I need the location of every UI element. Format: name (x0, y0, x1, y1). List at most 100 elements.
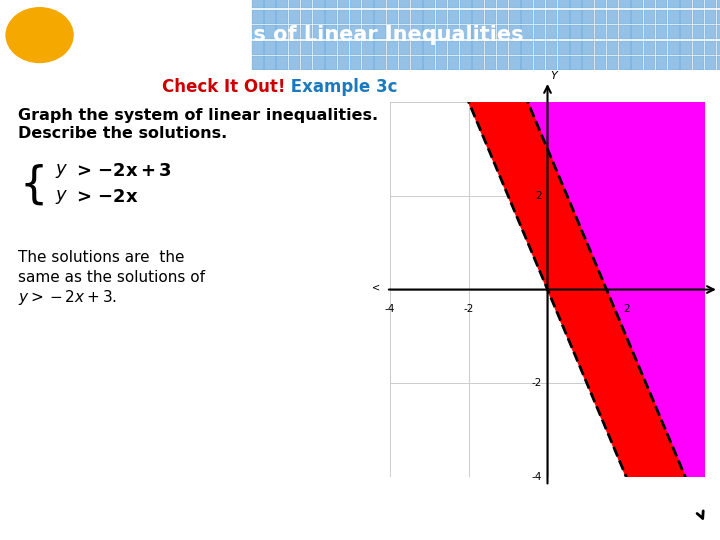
Bar (644, 10, 655, 24)
Bar (460, 25, 472, 39)
Bar (301, 56, 312, 70)
Bar (497, 56, 508, 70)
Text: $y$: $y$ (55, 188, 68, 206)
Bar (313, 25, 325, 39)
Bar (264, 0, 276, 9)
Bar (693, 10, 704, 24)
Bar (595, 40, 606, 55)
Bar (362, 25, 374, 39)
Bar (301, 25, 312, 39)
Bar (607, 10, 618, 24)
Bar (534, 10, 545, 24)
Bar (521, 40, 533, 55)
Bar (289, 10, 300, 24)
Bar (374, 25, 386, 39)
Bar (521, 56, 533, 70)
Bar (399, 56, 410, 70)
Bar (276, 0, 288, 9)
Bar (521, 25, 533, 39)
Bar (582, 0, 594, 9)
Bar (534, 0, 545, 9)
Bar (668, 56, 680, 70)
Bar (595, 10, 606, 24)
Text: Example 3c: Example 3c (285, 78, 397, 96)
Text: > $\mathbf{-2x}$: > $\mathbf{-2x}$ (70, 188, 138, 206)
Bar (387, 56, 398, 70)
Bar (717, 56, 720, 70)
Bar (301, 10, 312, 24)
Bar (448, 40, 459, 55)
Bar (644, 56, 655, 70)
Bar (570, 25, 582, 39)
Bar (570, 10, 582, 24)
Text: -2: -2 (531, 378, 541, 388)
Bar (362, 40, 374, 55)
Bar (436, 25, 447, 39)
Bar (485, 25, 496, 39)
Bar (374, 56, 386, 70)
Bar (264, 25, 276, 39)
Bar (607, 25, 618, 39)
Bar (509, 0, 521, 9)
Bar (497, 10, 508, 24)
Bar (595, 56, 606, 70)
Bar (423, 0, 435, 9)
Text: $y$: $y$ (55, 162, 68, 180)
Bar (619, 25, 631, 39)
Bar (607, 0, 618, 9)
Bar (313, 56, 325, 70)
Bar (460, 40, 472, 55)
Bar (485, 10, 496, 24)
Bar (325, 10, 337, 24)
Bar (399, 0, 410, 9)
Bar (485, 0, 496, 9)
Bar (460, 10, 472, 24)
Bar (387, 0, 398, 9)
Bar (668, 25, 680, 39)
Bar (374, 0, 386, 9)
Bar (619, 0, 631, 9)
Bar (497, 25, 508, 39)
Bar (534, 56, 545, 70)
Bar (436, 10, 447, 24)
Bar (693, 0, 704, 9)
Bar (717, 25, 720, 39)
Bar (656, 56, 667, 70)
Bar (631, 0, 643, 9)
Bar (338, 25, 349, 39)
Bar (289, 56, 300, 70)
Text: > $\mathbf{-2x + 3}$: > $\mathbf{-2x + 3}$ (70, 162, 172, 180)
Bar (595, 25, 606, 39)
Bar (325, 0, 337, 9)
Bar (472, 0, 484, 9)
Bar (460, 0, 472, 9)
Bar (582, 10, 594, 24)
Bar (252, 10, 264, 24)
Bar (582, 25, 594, 39)
Text: -2: -2 (464, 303, 474, 314)
Bar (607, 56, 618, 70)
Bar (485, 40, 496, 55)
Bar (546, 0, 557, 9)
Bar (350, 40, 361, 55)
Bar (570, 40, 582, 55)
Bar (521, 10, 533, 24)
Bar (558, 56, 570, 70)
Bar (436, 40, 447, 55)
Text: same as the solutions of: same as the solutions of (18, 269, 205, 285)
Bar (705, 0, 716, 9)
Bar (276, 56, 288, 70)
Bar (423, 25, 435, 39)
Bar (252, 0, 264, 9)
Bar (301, 0, 312, 9)
Bar (472, 56, 484, 70)
Bar (546, 56, 557, 70)
Bar (387, 25, 398, 39)
Bar (448, 25, 459, 39)
Bar (264, 56, 276, 70)
Bar (325, 56, 337, 70)
Bar (411, 40, 423, 55)
Bar (362, 0, 374, 9)
Bar (350, 0, 361, 9)
Bar (497, 0, 508, 9)
